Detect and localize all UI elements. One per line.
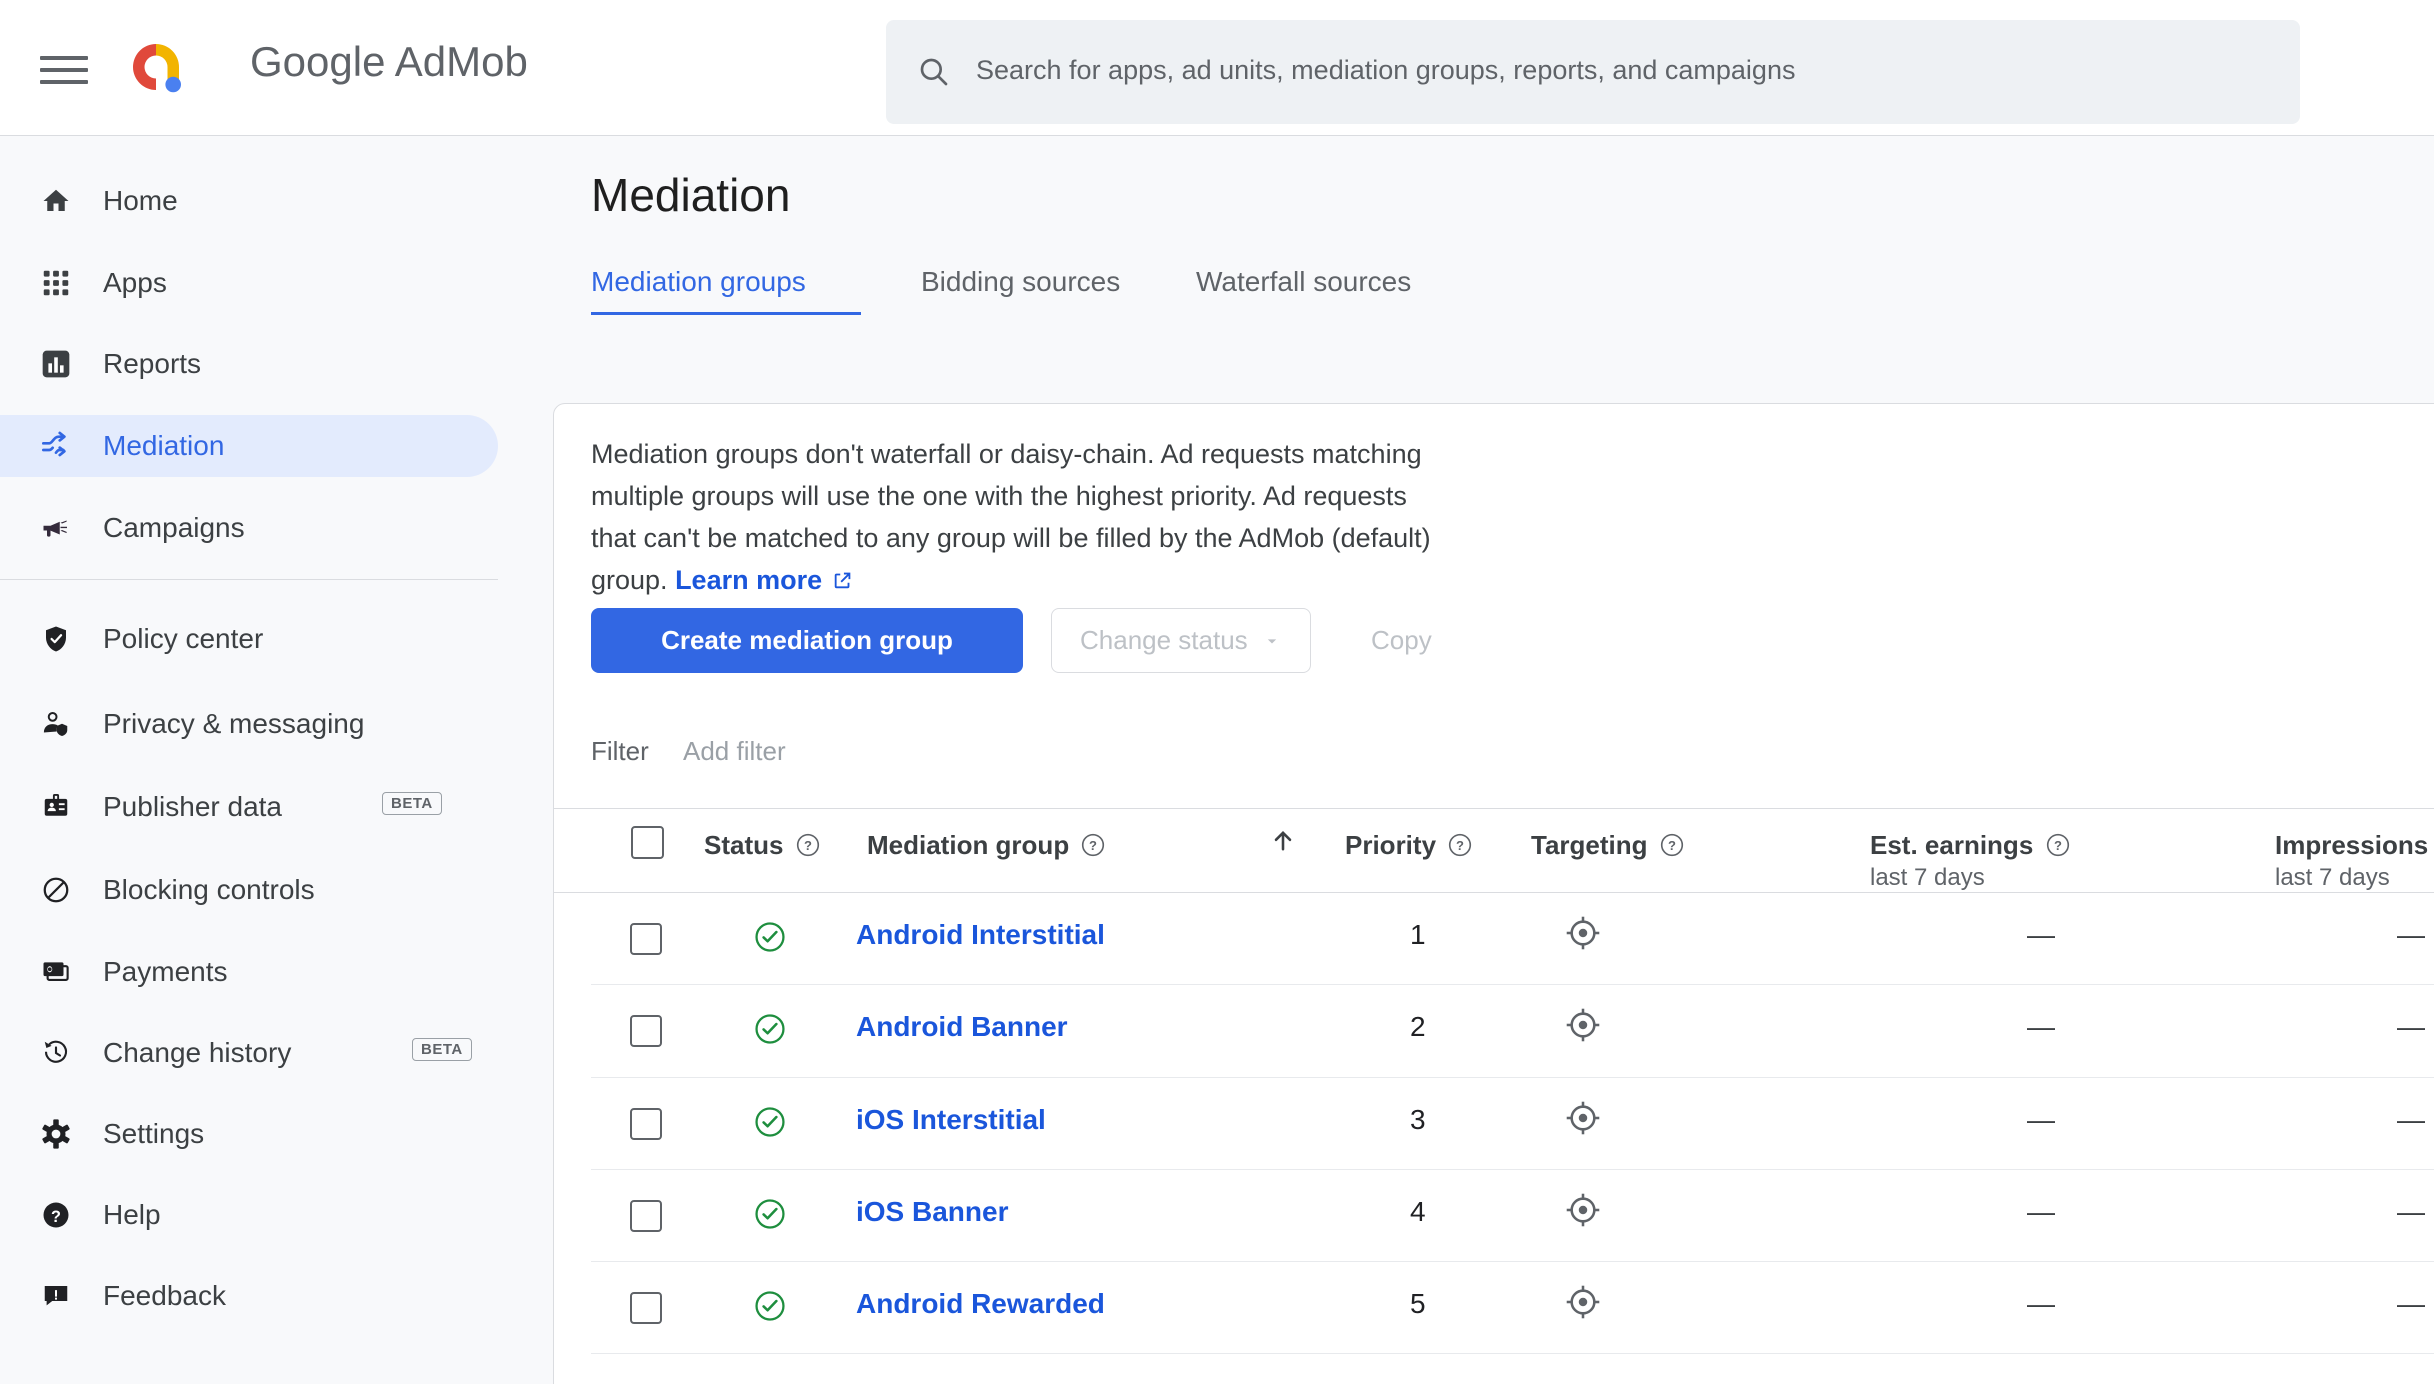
svg-text:?: ? [804, 838, 812, 853]
svg-text:?: ? [51, 1208, 61, 1226]
svg-text:?: ? [1668, 838, 1676, 853]
svg-text:?: ? [1456, 838, 1464, 853]
svg-text:?: ? [1089, 838, 1097, 853]
svg-text:?: ? [2054, 838, 2062, 853]
